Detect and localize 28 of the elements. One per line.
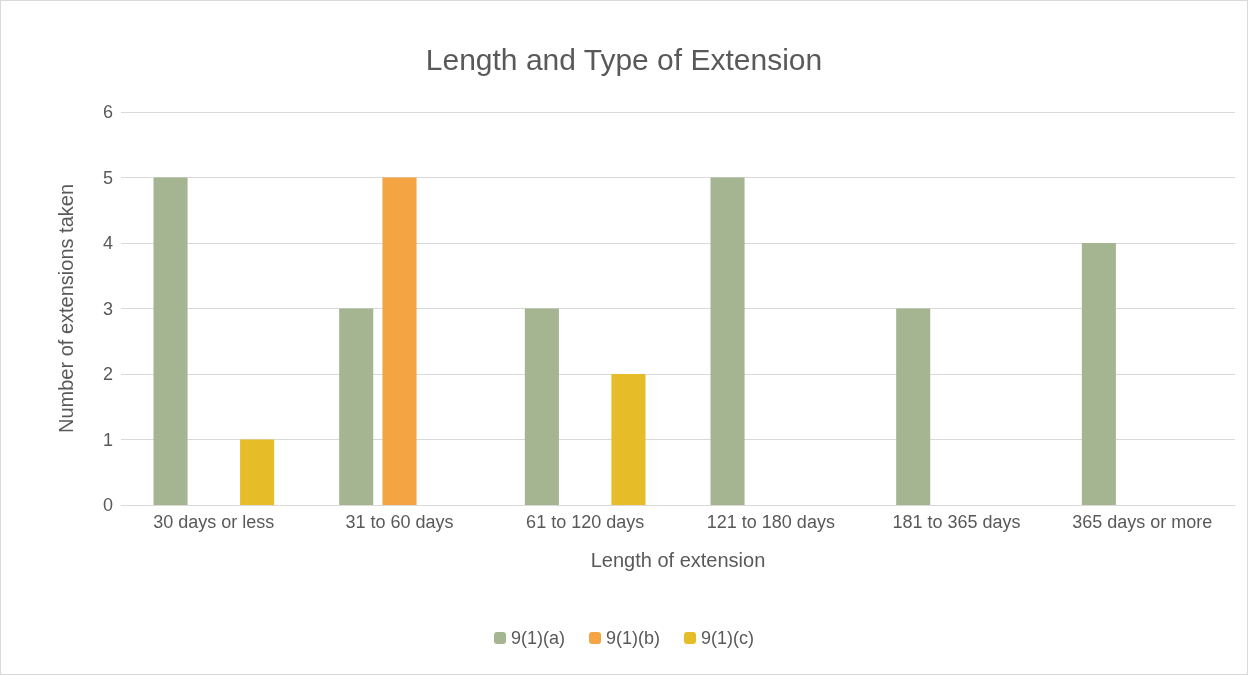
x-tick-label: 30 days or less (153, 512, 275, 532)
y-tick-label: 1 (102, 429, 113, 450)
y-tick-label: 2 (102, 364, 113, 384)
x-tick-label: 61 to 120 days (526, 512, 645, 532)
x-axis-title: Length of extension (590, 549, 766, 571)
x-tick-label: 181 to 365 days (892, 512, 1021, 532)
bar (382, 177, 417, 505)
y-tick-label: 0 (102, 495, 113, 515)
bar (611, 374, 646, 505)
chart-title: Length and Type of Extension (425, 42, 823, 76)
y-tick-label: 3 (102, 298, 113, 319)
bar (153, 177, 188, 505)
x-tick-label: 121 to 180 days (706, 512, 835, 532)
bar (1081, 243, 1116, 505)
x-tick-label: 365 days or more (1072, 512, 1213, 532)
y-tick-label: 5 (102, 167, 113, 188)
legend-label: 9(1)(a) (510, 628, 566, 648)
y-tick-label: 6 (102, 102, 113, 122)
legend-label: 9(1)(b) (606, 628, 661, 648)
y-axis-title: Number of extensions taken (55, 183, 77, 434)
x-tick-label: 31 to 60 days (345, 512, 454, 532)
y-tick-label: 4 (102, 233, 113, 253)
legend-label: 9(1)(c) (701, 628, 755, 648)
bar (896, 308, 931, 505)
bar (240, 439, 275, 505)
bar (339, 308, 374, 505)
bar (710, 177, 745, 505)
bar (524, 308, 559, 505)
